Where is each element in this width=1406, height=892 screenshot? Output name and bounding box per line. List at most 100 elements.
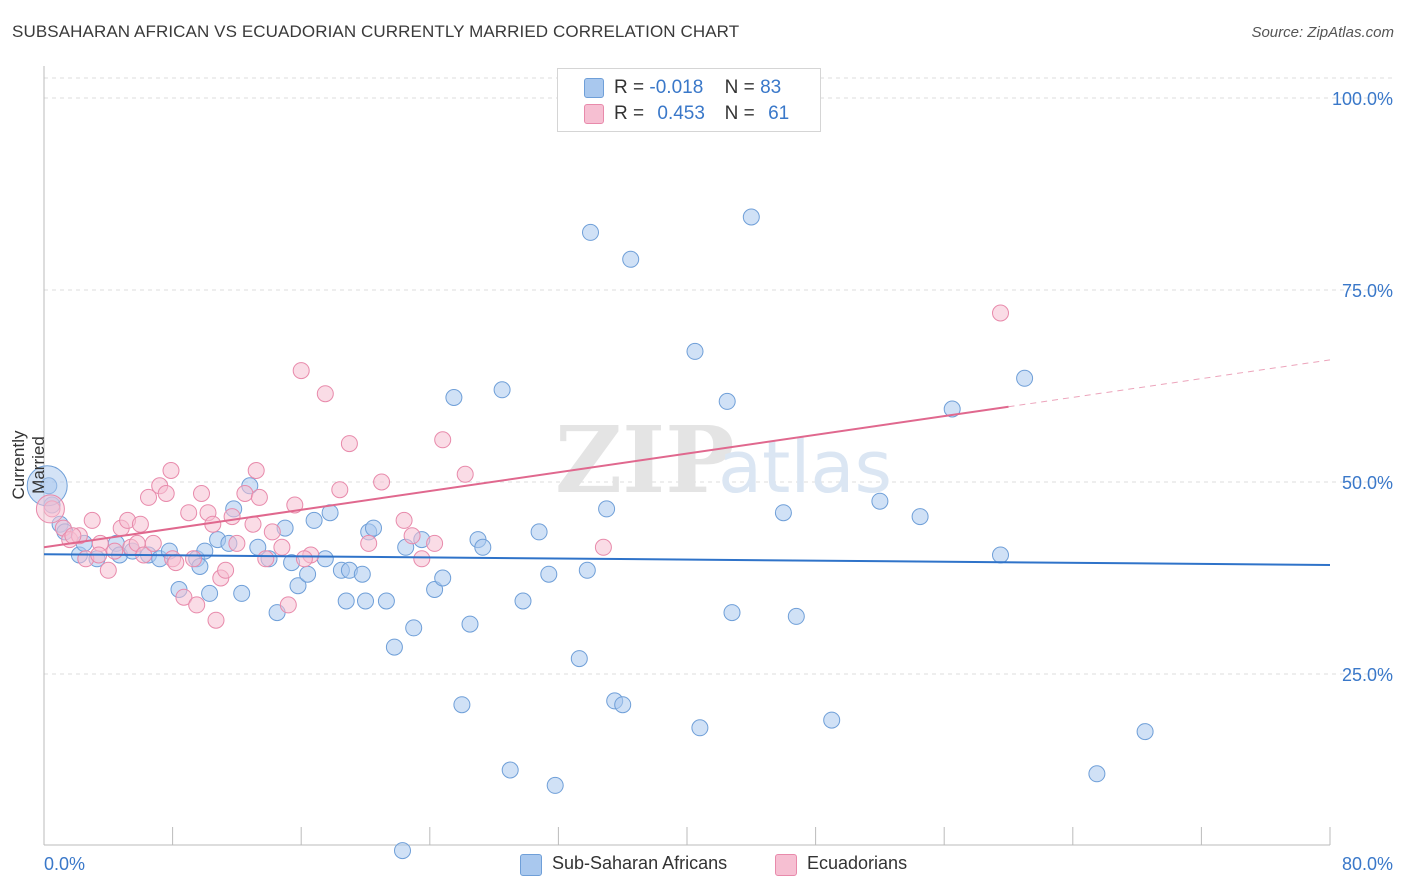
chart-title: SUBSAHARAN AFRICAN VS ECUADORIAN CURRENT… bbox=[12, 22, 740, 41]
data-point bbox=[501, 761, 519, 779]
data-point bbox=[493, 381, 511, 399]
data-point bbox=[394, 842, 411, 860]
data-point bbox=[992, 304, 1009, 322]
data-point bbox=[405, 619, 423, 637]
data-point bbox=[578, 561, 596, 579]
trend-line-ecuadorian-extension bbox=[1008, 359, 1331, 408]
data-point bbox=[871, 492, 889, 510]
legend-r-label: R = bbox=[614, 103, 645, 124]
data-point bbox=[1088, 765, 1106, 783]
source-label: Source: ZipAtlas.com bbox=[1251, 24, 1394, 41]
bottom-legend-swatch-sub-saharan bbox=[520, 854, 542, 876]
data-point bbox=[570, 650, 588, 668]
data-point bbox=[622, 250, 640, 268]
data-point bbox=[257, 550, 275, 568]
data-point bbox=[316, 385, 334, 403]
data-point bbox=[365, 519, 382, 537]
data-point bbox=[286, 496, 304, 514]
watermark: ZIP atlas bbox=[555, 406, 892, 514]
data-point bbox=[742, 208, 760, 226]
x-tick-labels: 0.0% 80.0% bbox=[44, 854, 1393, 874]
data-point bbox=[207, 611, 225, 629]
data-point bbox=[175, 588, 193, 606]
data-point bbox=[233, 584, 251, 602]
data-point bbox=[774, 504, 792, 522]
data-point bbox=[99, 561, 117, 579]
data-point bbox=[185, 550, 202, 568]
data-point bbox=[279, 596, 297, 614]
y-axis-label: Currently Married bbox=[9, 430, 48, 500]
data-point bbox=[385, 638, 403, 656]
data-point bbox=[353, 565, 371, 583]
data-point bbox=[157, 485, 175, 502]
data-point bbox=[614, 696, 632, 714]
data-point bbox=[787, 607, 805, 625]
legend-swatch-ecuadorian bbox=[584, 104, 604, 124]
data-point bbox=[337, 592, 355, 610]
data-point bbox=[377, 592, 395, 610]
data-point bbox=[434, 431, 452, 449]
legend-r-value-sub-saharan: -0.018 bbox=[649, 77, 704, 98]
trend-line-sub-saharan bbox=[43, 553, 1331, 566]
data-point bbox=[167, 554, 185, 572]
data-point bbox=[106, 542, 124, 560]
y-tick-label: 50.0% bbox=[1342, 473, 1393, 493]
data-point bbox=[598, 500, 616, 518]
y-tick-label: 25.0% bbox=[1342, 665, 1393, 685]
data-point bbox=[943, 400, 961, 418]
data-point bbox=[223, 508, 241, 526]
y-tick-label: 75.0% bbox=[1342, 281, 1393, 301]
data-point bbox=[201, 584, 219, 602]
data-point bbox=[434, 569, 452, 587]
data-point bbox=[217, 561, 235, 579]
trend-lines bbox=[43, 359, 1331, 566]
data-point bbox=[461, 615, 479, 633]
x-tick-label-min: 0.0% bbox=[44, 854, 85, 874]
data-point bbox=[295, 550, 313, 568]
data-point bbox=[911, 508, 929, 526]
data-point bbox=[83, 511, 101, 529]
correlation-legend: R = -0.018 N = 83 R = 0.453 N = 61 bbox=[557, 68, 821, 132]
data-point bbox=[247, 462, 265, 479]
y-tick-labels: 25.0% 50.0% 75.0% 100.0% bbox=[1332, 89, 1393, 685]
data-point bbox=[193, 485, 210, 502]
legend-swatch-sub-saharan bbox=[584, 78, 604, 98]
data-point bbox=[426, 581, 444, 598]
data-point bbox=[331, 481, 349, 499]
series-sub-saharan-points bbox=[26, 208, 1154, 860]
x-tick-label-max: 80.0% bbox=[1342, 854, 1393, 874]
legend-n-value-sub-saharan: 83 bbox=[760, 77, 782, 98]
data-point bbox=[289, 577, 307, 595]
data-point bbox=[144, 534, 162, 552]
bottom-legend-label-sub-saharan: Sub-Saharan Africans bbox=[552, 853, 728, 873]
data-point bbox=[299, 565, 317, 583]
legend-r-label: R = bbox=[614, 77, 645, 98]
data-point bbox=[514, 592, 532, 610]
data-point bbox=[250, 488, 268, 506]
data-point bbox=[691, 719, 709, 737]
data-point bbox=[582, 223, 599, 241]
data-point bbox=[140, 488, 157, 506]
data-point bbox=[718, 392, 736, 410]
data-point bbox=[131, 515, 149, 533]
data-point bbox=[360, 534, 378, 552]
data-point bbox=[540, 565, 558, 583]
data-point bbox=[413, 550, 431, 568]
trend-line-ecuadorian bbox=[43, 405, 1009, 549]
axes bbox=[43, 66, 1331, 846]
data-point bbox=[992, 546, 1009, 564]
data-point bbox=[546, 776, 564, 794]
data-point bbox=[456, 465, 474, 483]
data-point bbox=[1136, 723, 1154, 741]
bottom-legend-label-ecuadorian: Ecuadorians bbox=[807, 853, 908, 873]
data-point bbox=[373, 473, 391, 491]
series-ecuadorian-points bbox=[35, 304, 1009, 629]
data-point bbox=[403, 527, 421, 545]
data-point bbox=[530, 523, 548, 541]
data-point bbox=[723, 604, 741, 622]
data-point bbox=[474, 538, 492, 556]
watermark-atlas: atlas bbox=[718, 425, 892, 509]
data-point bbox=[395, 511, 413, 529]
legend-n-label: N = bbox=[724, 103, 755, 124]
